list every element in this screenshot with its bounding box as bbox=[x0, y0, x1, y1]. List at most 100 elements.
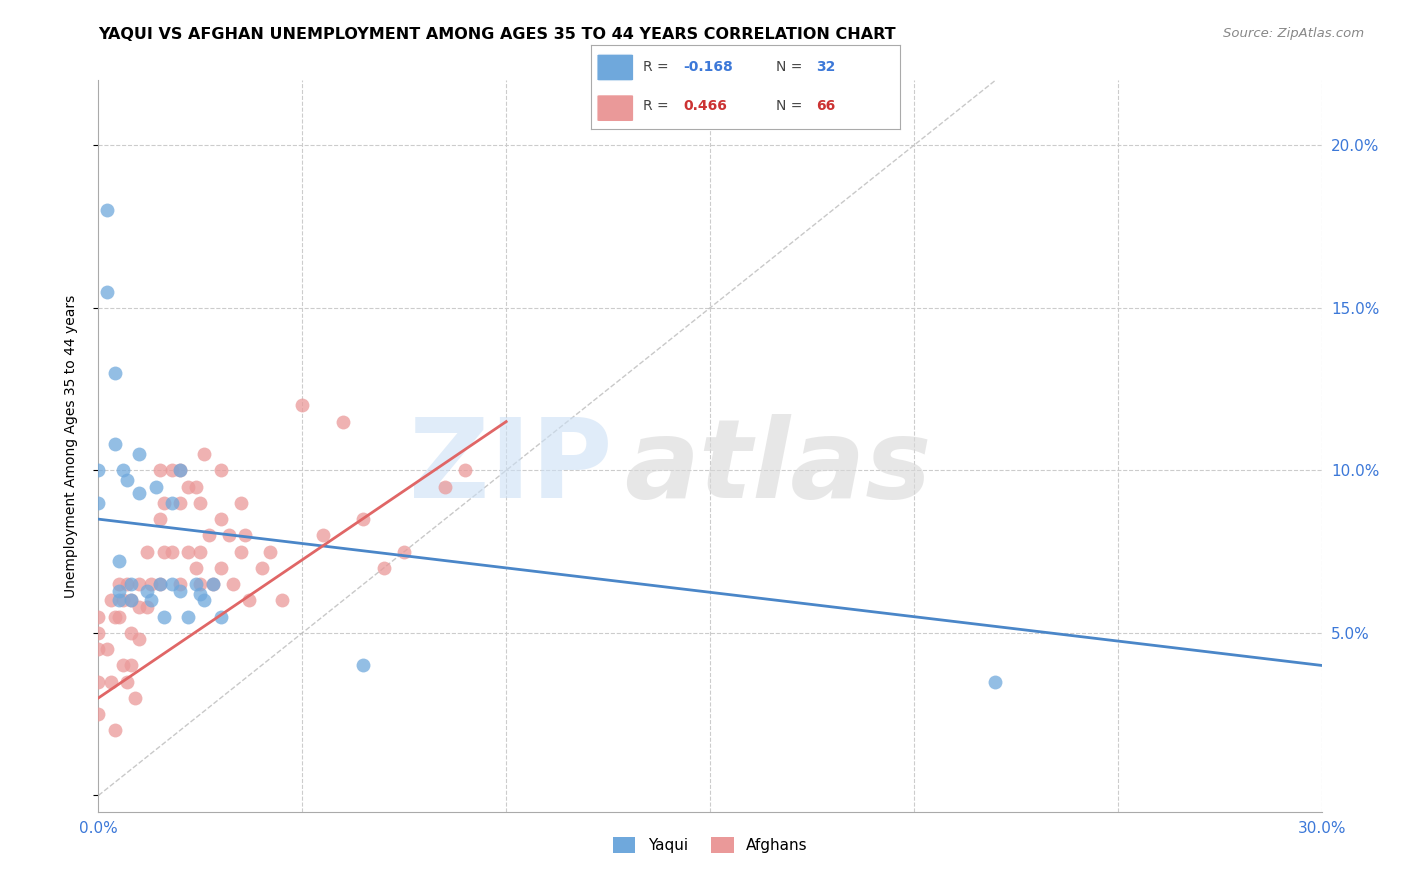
Point bbox=[108, 593, 131, 607]
Point bbox=[169, 583, 191, 598]
Point bbox=[96, 203, 118, 218]
Point bbox=[201, 577, 224, 591]
Point bbox=[454, 463, 477, 477]
Point bbox=[152, 609, 174, 624]
Point bbox=[104, 366, 127, 380]
Point bbox=[108, 583, 131, 598]
Point bbox=[120, 593, 142, 607]
Point bbox=[188, 544, 212, 558]
Point bbox=[149, 577, 172, 591]
Point bbox=[177, 480, 200, 494]
Point bbox=[149, 463, 172, 477]
Point bbox=[177, 609, 200, 624]
Point bbox=[218, 528, 240, 542]
Point bbox=[160, 577, 183, 591]
Text: 0.466: 0.466 bbox=[683, 100, 727, 113]
Point bbox=[188, 577, 212, 591]
Point bbox=[104, 437, 127, 451]
Point bbox=[352, 512, 374, 526]
Point bbox=[169, 463, 191, 477]
FancyBboxPatch shape bbox=[596, 95, 634, 121]
Point bbox=[209, 512, 232, 526]
Point bbox=[373, 561, 395, 575]
Point bbox=[104, 609, 127, 624]
Point bbox=[120, 577, 142, 591]
Point bbox=[87, 707, 110, 722]
Point bbox=[201, 577, 224, 591]
Point bbox=[152, 496, 174, 510]
Point bbox=[186, 561, 208, 575]
Point bbox=[87, 642, 110, 657]
Text: N =: N = bbox=[776, 100, 807, 113]
Point bbox=[96, 642, 118, 657]
Point bbox=[87, 674, 110, 689]
Point bbox=[169, 577, 191, 591]
Point bbox=[87, 496, 110, 510]
Point bbox=[186, 480, 208, 494]
Point bbox=[120, 626, 142, 640]
Point bbox=[111, 658, 134, 673]
Point bbox=[169, 463, 191, 477]
Text: N =: N = bbox=[776, 61, 807, 74]
Point bbox=[145, 480, 167, 494]
Point bbox=[193, 593, 215, 607]
Point bbox=[209, 463, 232, 477]
Point bbox=[100, 674, 122, 689]
Point bbox=[128, 486, 150, 500]
Point bbox=[270, 593, 294, 607]
Point bbox=[434, 480, 457, 494]
Text: YAQUI VS AFGHAN UNEMPLOYMENT AMONG AGES 35 TO 44 YEARS CORRELATION CHART: YAQUI VS AFGHAN UNEMPLOYMENT AMONG AGES … bbox=[98, 27, 896, 42]
Point bbox=[128, 447, 150, 461]
Point bbox=[141, 593, 163, 607]
Point bbox=[160, 544, 183, 558]
Point bbox=[124, 690, 146, 705]
Point bbox=[115, 674, 138, 689]
Point bbox=[87, 463, 110, 477]
Point bbox=[120, 593, 142, 607]
Point bbox=[197, 528, 219, 542]
Text: 32: 32 bbox=[817, 61, 835, 74]
Point bbox=[188, 496, 212, 510]
Legend: Yaqui, Afghans: Yaqui, Afghans bbox=[606, 830, 814, 859]
Point bbox=[128, 577, 150, 591]
Point bbox=[352, 658, 374, 673]
Point bbox=[120, 658, 142, 673]
Text: atlas: atlas bbox=[624, 415, 932, 522]
Point bbox=[96, 285, 118, 299]
Point bbox=[149, 512, 172, 526]
Point bbox=[188, 587, 212, 601]
Point bbox=[222, 577, 245, 591]
Point bbox=[160, 496, 183, 510]
Point bbox=[87, 626, 110, 640]
Text: ZIP: ZIP bbox=[409, 415, 612, 522]
Point bbox=[169, 496, 191, 510]
Point bbox=[111, 463, 134, 477]
Point bbox=[160, 463, 183, 477]
FancyBboxPatch shape bbox=[596, 54, 634, 81]
Point bbox=[233, 528, 256, 542]
Point bbox=[128, 632, 150, 647]
Point bbox=[984, 674, 1007, 689]
Point bbox=[332, 415, 354, 429]
Text: R =: R = bbox=[643, 100, 673, 113]
Point bbox=[136, 583, 159, 598]
Point bbox=[312, 528, 335, 542]
Point bbox=[259, 544, 281, 558]
Point bbox=[128, 599, 150, 614]
Point bbox=[111, 593, 134, 607]
Point bbox=[231, 496, 253, 510]
Text: 66: 66 bbox=[817, 100, 835, 113]
Point bbox=[115, 577, 138, 591]
Point bbox=[209, 561, 232, 575]
Point bbox=[108, 577, 131, 591]
Point bbox=[136, 544, 159, 558]
Point bbox=[250, 561, 273, 575]
Point bbox=[152, 544, 174, 558]
Point bbox=[149, 577, 172, 591]
Point bbox=[209, 609, 232, 624]
Point bbox=[100, 593, 122, 607]
Point bbox=[177, 544, 200, 558]
Point bbox=[231, 544, 253, 558]
Point bbox=[108, 609, 131, 624]
Point bbox=[291, 398, 314, 412]
